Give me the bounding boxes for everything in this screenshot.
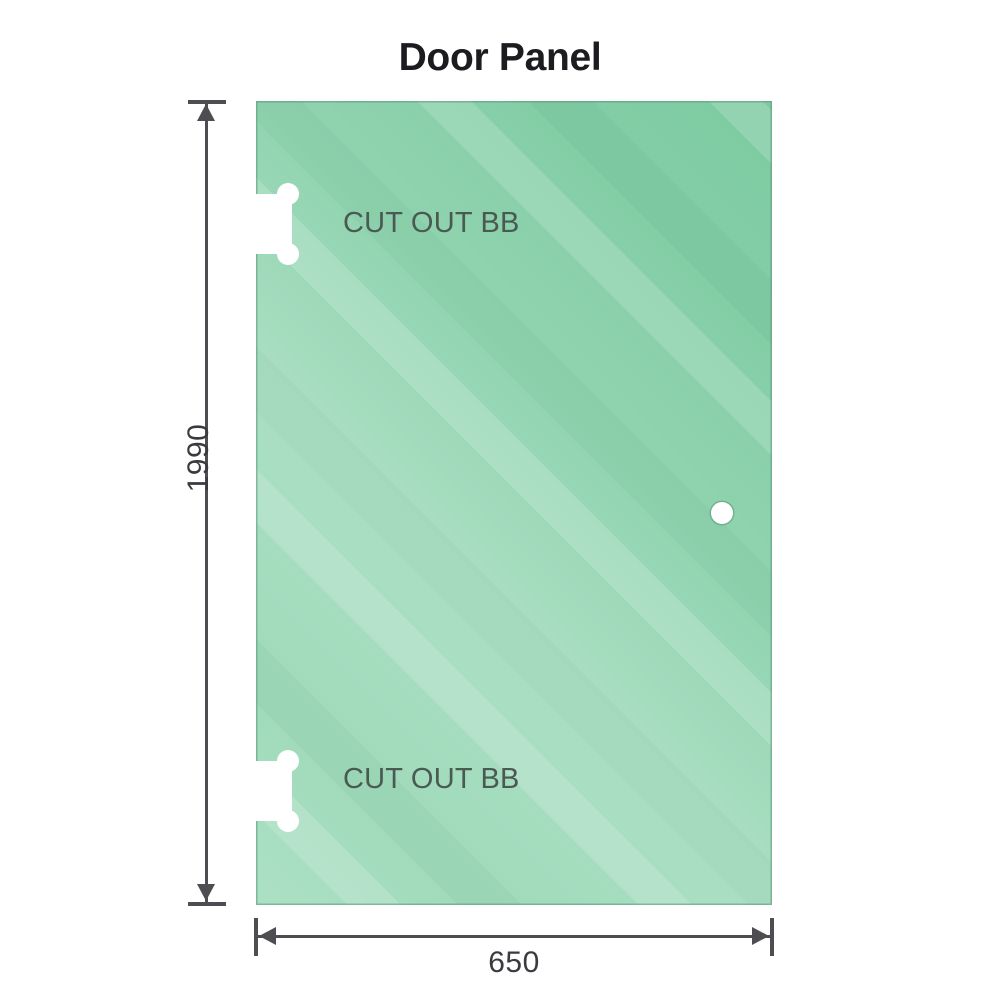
down-arrow-icon	[197, 884, 215, 901]
width-dimension-line	[256, 935, 772, 938]
panel-reflection-streaks	[256, 101, 772, 905]
width-extension-tick-right	[770, 918, 774, 956]
cutout-lobe-bottom-icon	[277, 243, 299, 265]
height-extension-tick-bottom	[188, 902, 226, 906]
cutout-lobe-top-icon	[277, 750, 299, 772]
cutout-lobe-bottom-icon	[277, 810, 299, 832]
cutout-lobe-top-icon	[277, 183, 299, 205]
page-title: Door Panel	[398, 36, 602, 79]
handle-hole-icon	[711, 502, 733, 524]
height-dimension-line	[205, 101, 208, 905]
panel-highlight-band	[256, 101, 772, 905]
width-dimension-label: 650	[488, 946, 540, 979]
height-extension-tick-top	[188, 100, 226, 104]
cutout-label-top: CUT OUT BB	[343, 207, 520, 239]
right-arrow-icon	[752, 927, 769, 945]
up-arrow-icon	[197, 104, 215, 121]
left-arrow-icon	[259, 927, 276, 945]
cutout-top-left	[256, 183, 300, 265]
panel-gradient-base	[256, 101, 772, 905]
width-extension-tick-left	[254, 918, 258, 956]
cutout-bottom-left	[256, 750, 300, 832]
cutout-label-bottom: CUT OUT BB	[343, 763, 520, 795]
height-dimension-label: 1990	[182, 423, 215, 493]
glass-panel	[256, 101, 772, 905]
